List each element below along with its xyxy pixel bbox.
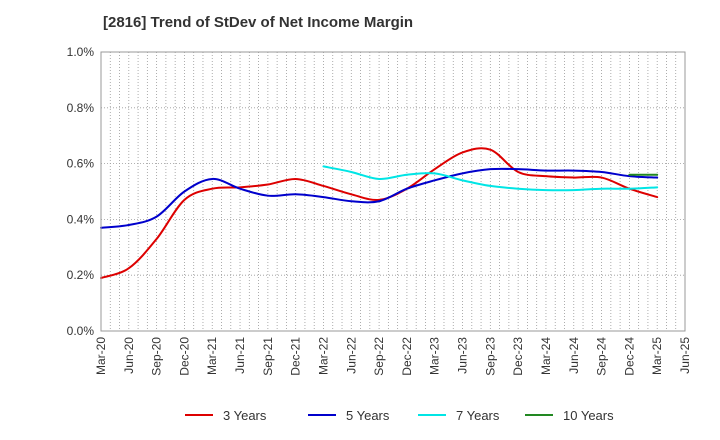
x-tick-label: Jun-21 [233,337,247,374]
axis-layer: 0.0% 0.2% 0.4% 0.6% 0.8% 1.0% Mar-20 Jun-20 Sep-… [67,45,692,376]
x-tick-label: Sep-23 [483,337,497,376]
series-line-3-years [100,147,659,279]
x-tick-label: Jun-24 [567,337,581,374]
grid-layer [101,52,685,331]
legend-label: 5 Years [346,408,390,423]
y-tick-label: 0.6% [67,157,95,171]
series-line-5-years [100,167,659,229]
legend-item-3-years: 3 Years [185,408,267,423]
x-tick-label: Dec-20 [177,337,191,376]
y-tick-label: 0.0% [67,324,95,338]
x-tick-label: Mar-25 [650,337,664,375]
x-tick-label: Mar-20 [94,337,108,375]
chart-title: [2816] Trend of StDev of Net Income Marg… [103,14,414,31]
x-tick-label: Mar-21 [205,337,219,375]
y-tick-label: 0.4% [67,212,95,226]
legend-item-7-years: 7 Years [418,408,500,423]
x-tick-label: Sep-24 [595,337,609,376]
legend-item-10-years: 10 Years [525,408,614,423]
y-tick-label: 0.8% [67,101,95,115]
x-tick-label: Sep-22 [372,337,386,376]
x-tick-label: Jun-22 [344,337,358,374]
x-tick-label: Sep-20 [150,337,164,376]
x-tick-label: Sep-21 [261,337,275,376]
legend-label: 10 Years [563,408,614,423]
y-tick-label: 0.2% [67,268,95,282]
y-tick-label: 1.0% [67,45,95,59]
x-tick-label: Mar-24 [539,337,553,375]
plot-frame [100,51,686,332]
x-tick-label: Jun-20 [122,337,136,374]
legend-item-5-years: 5 Years [308,408,390,423]
legend-label: 7 Years [456,408,500,423]
x-tick-label: Jun-23 [456,337,470,374]
x-tick-label: Dec-24 [622,337,636,376]
series-line-7-years [322,165,659,192]
legend: 3 Years 5 Years 7 Years 10 Years [185,408,614,423]
legend-label: 3 Years [223,408,267,423]
x-tick-label: Mar-22 [316,337,330,375]
series-layer [100,147,659,279]
x-tick-label: Dec-22 [400,337,414,376]
x-tick-label: Jun-25 [678,337,692,374]
x-tick-label: Dec-21 [289,337,303,376]
x-tick-label: Dec-23 [511,337,525,376]
x-tick-label: Mar-23 [428,337,442,375]
